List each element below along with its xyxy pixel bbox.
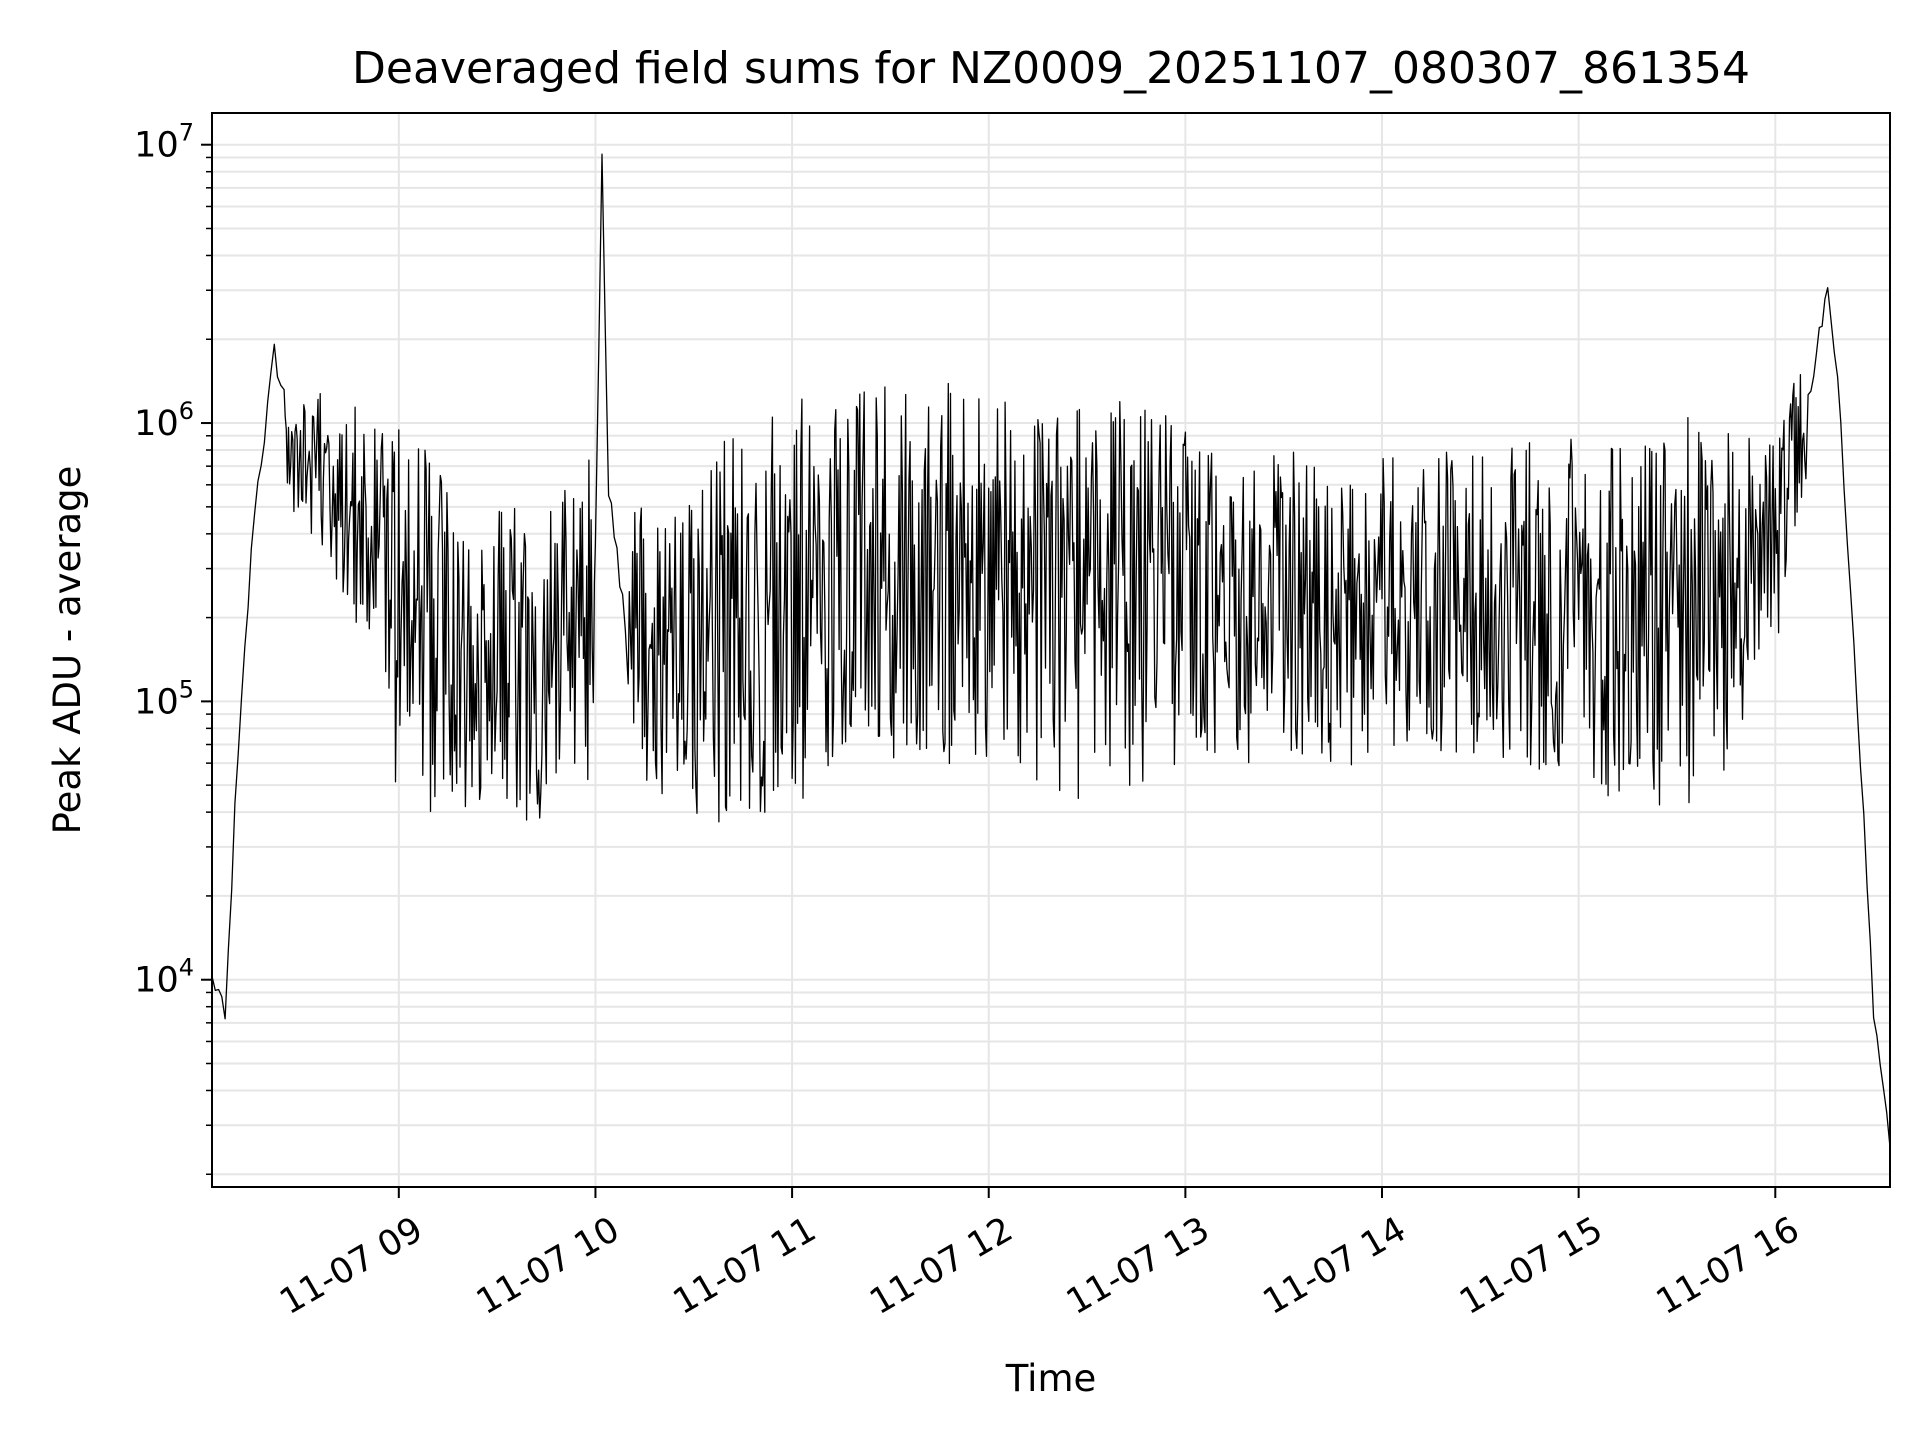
y-axis-label: Peak ADU - average (46, 466, 89, 835)
plot-area (212, 153, 1890, 1148)
y-tick-label: 104 (134, 954, 194, 1001)
grid (212, 113, 1890, 1187)
series-line (212, 153, 1890, 1148)
y-tick-label: 105 (134, 675, 194, 722)
y-tick-label: 107 (134, 119, 194, 166)
y-tick-label: 106 (134, 397, 194, 444)
chart-title: Deaveraged field sums for NZ0009_2025110… (352, 43, 1750, 94)
axes-frame (211, 112, 1891, 1188)
y-axis: 104 105 106 107 (134, 119, 212, 1176)
x-axis-label: Time (1005, 1357, 1097, 1400)
